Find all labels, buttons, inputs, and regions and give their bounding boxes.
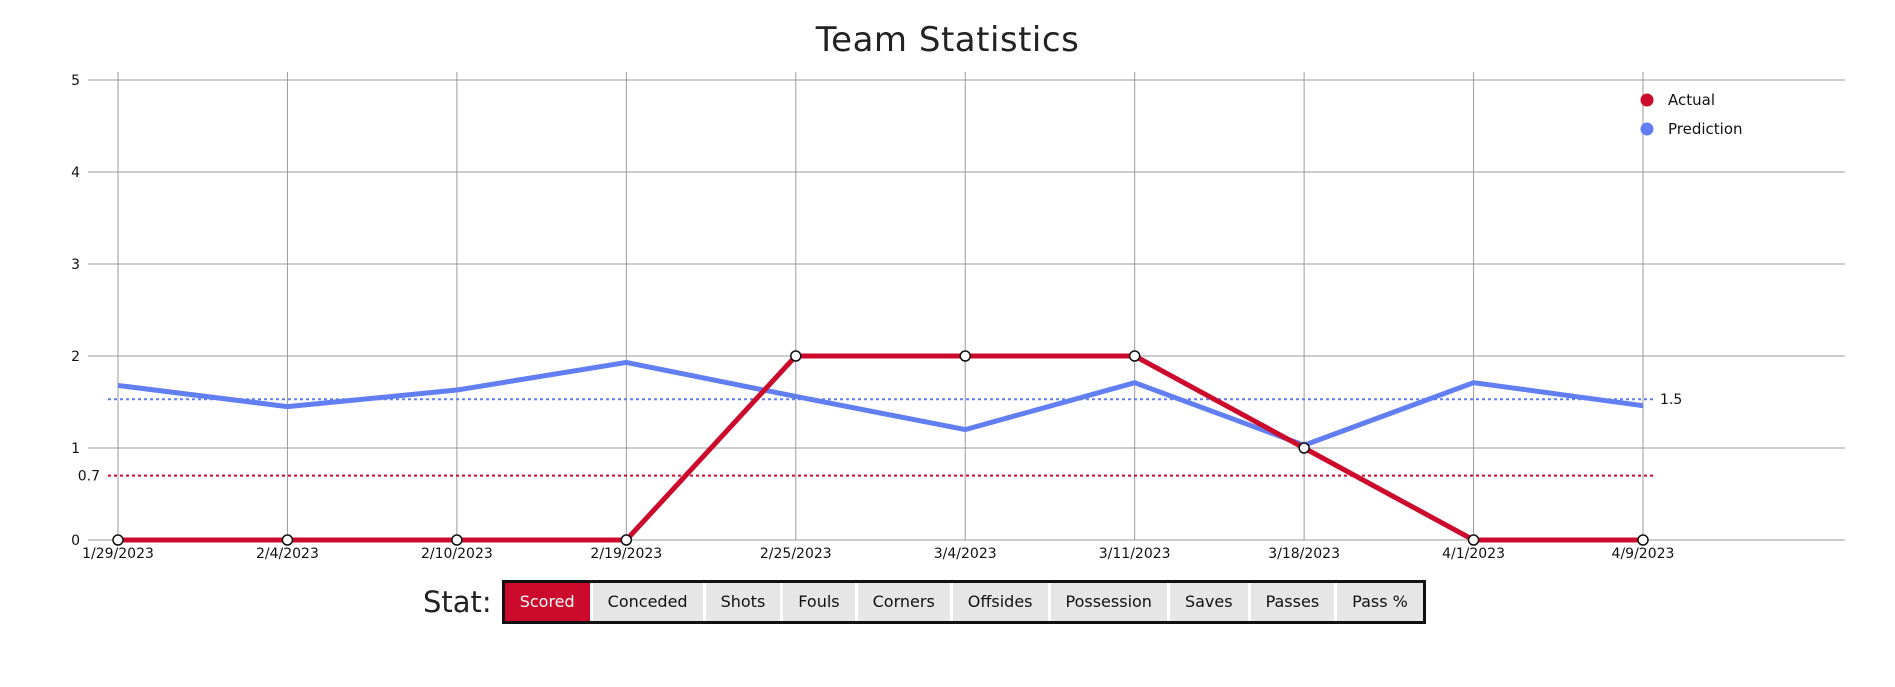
stat-button-shots[interactable]: Shots [705, 583, 784, 621]
stat-button-fouls[interactable]: Fouls [783, 583, 858, 621]
y-tick-label: 5 [71, 73, 80, 89]
y-tick-label: 3 [71, 257, 80, 273]
x-tick-label: 3/4/2023 [934, 546, 997, 562]
data-point [620, 534, 633, 546]
x-tick-label: 1/29/2023 [82, 546, 154, 562]
y-tick-label: 4 [71, 165, 80, 181]
x-tick-label: 4/1/2023 [1442, 546, 1505, 562]
stat-button-saves[interactable]: Saves [1169, 583, 1251, 621]
x-tick-label: 2/19/2023 [590, 546, 662, 562]
page-title: Team Statistics [815, 20, 1080, 60]
x-tick-label: 3/18/2023 [1268, 546, 1340, 562]
stat-button-group: Scored Conceded Shots Fouls Corners Offsides P… [501, 580, 1426, 624]
legend[interactable]: Actual Prediction [1640, 91, 1743, 138]
stat-button-pass-pct[interactable]: Pass % [1337, 583, 1423, 621]
x-tick-label: 4/9/2023 [1612, 546, 1675, 562]
stat-button-possession[interactable]: Possession [1050, 583, 1170, 621]
y-tick-label: 0 [71, 533, 80, 549]
legend-label-prediction: Prediction [1668, 120, 1743, 138]
data-points [112, 350, 1649, 546]
team-statistics-chart: 0 1 2 3 4 5 1/29/2023 2/4/2023 2/10/2023 2/19/202… [71, 72, 1845, 562]
legend-marker-actual [1640, 93, 1654, 107]
x-tick-label: 2/25/2023 [760, 546, 832, 562]
reference-line-label: 0.7 [78, 469, 100, 485]
data-point [112, 534, 124, 546]
data-point [281, 534, 294, 546]
stat-button-passes[interactable]: Passes [1250, 583, 1338, 621]
stat-button-scored[interactable]: Scored [504, 583, 593, 621]
axis-labels: 0 1 2 3 4 5 1/29/2023 2/4/2023 2/10/2023 2/19/202… [71, 73, 1682, 562]
stat-selector: Stat: Scored Conceded Shots Fouls Corners Off… [423, 580, 1426, 624]
y-tick-label: 2 [71, 349, 80, 365]
y-tick-label: 1 [71, 441, 80, 457]
stat-button-offsides[interactable]: Offsides [952, 583, 1051, 621]
stat-label: Stat: [423, 585, 492, 619]
series-line-actual [118, 353, 1643, 543]
legend-marker-prediction [1640, 122, 1654, 136]
stat-button-conceded[interactable]: Conceded [592, 583, 706, 621]
legend-label-actual: Actual [1668, 91, 1715, 109]
reference-line-label: 1.5 [1660, 392, 1682, 408]
x-tick-label: 2/10/2023 [421, 546, 493, 562]
data-point [959, 350, 971, 362]
series-line-prediction [117, 359, 1644, 448]
data-point [790, 350, 802, 362]
data-point [1128, 350, 1141, 362]
data-point [1467, 534, 1480, 546]
stat-button-corners[interactable]: Corners [857, 583, 953, 621]
data-point [1298, 442, 1310, 454]
x-tick-label: 3/11/2023 [1099, 546, 1171, 562]
data-point [1637, 534, 1649, 546]
grid [88, 72, 1845, 541]
x-tick-label: 2/4/2023 [256, 546, 319, 562]
data-point [451, 534, 463, 546]
series-lines [117, 353, 1644, 543]
